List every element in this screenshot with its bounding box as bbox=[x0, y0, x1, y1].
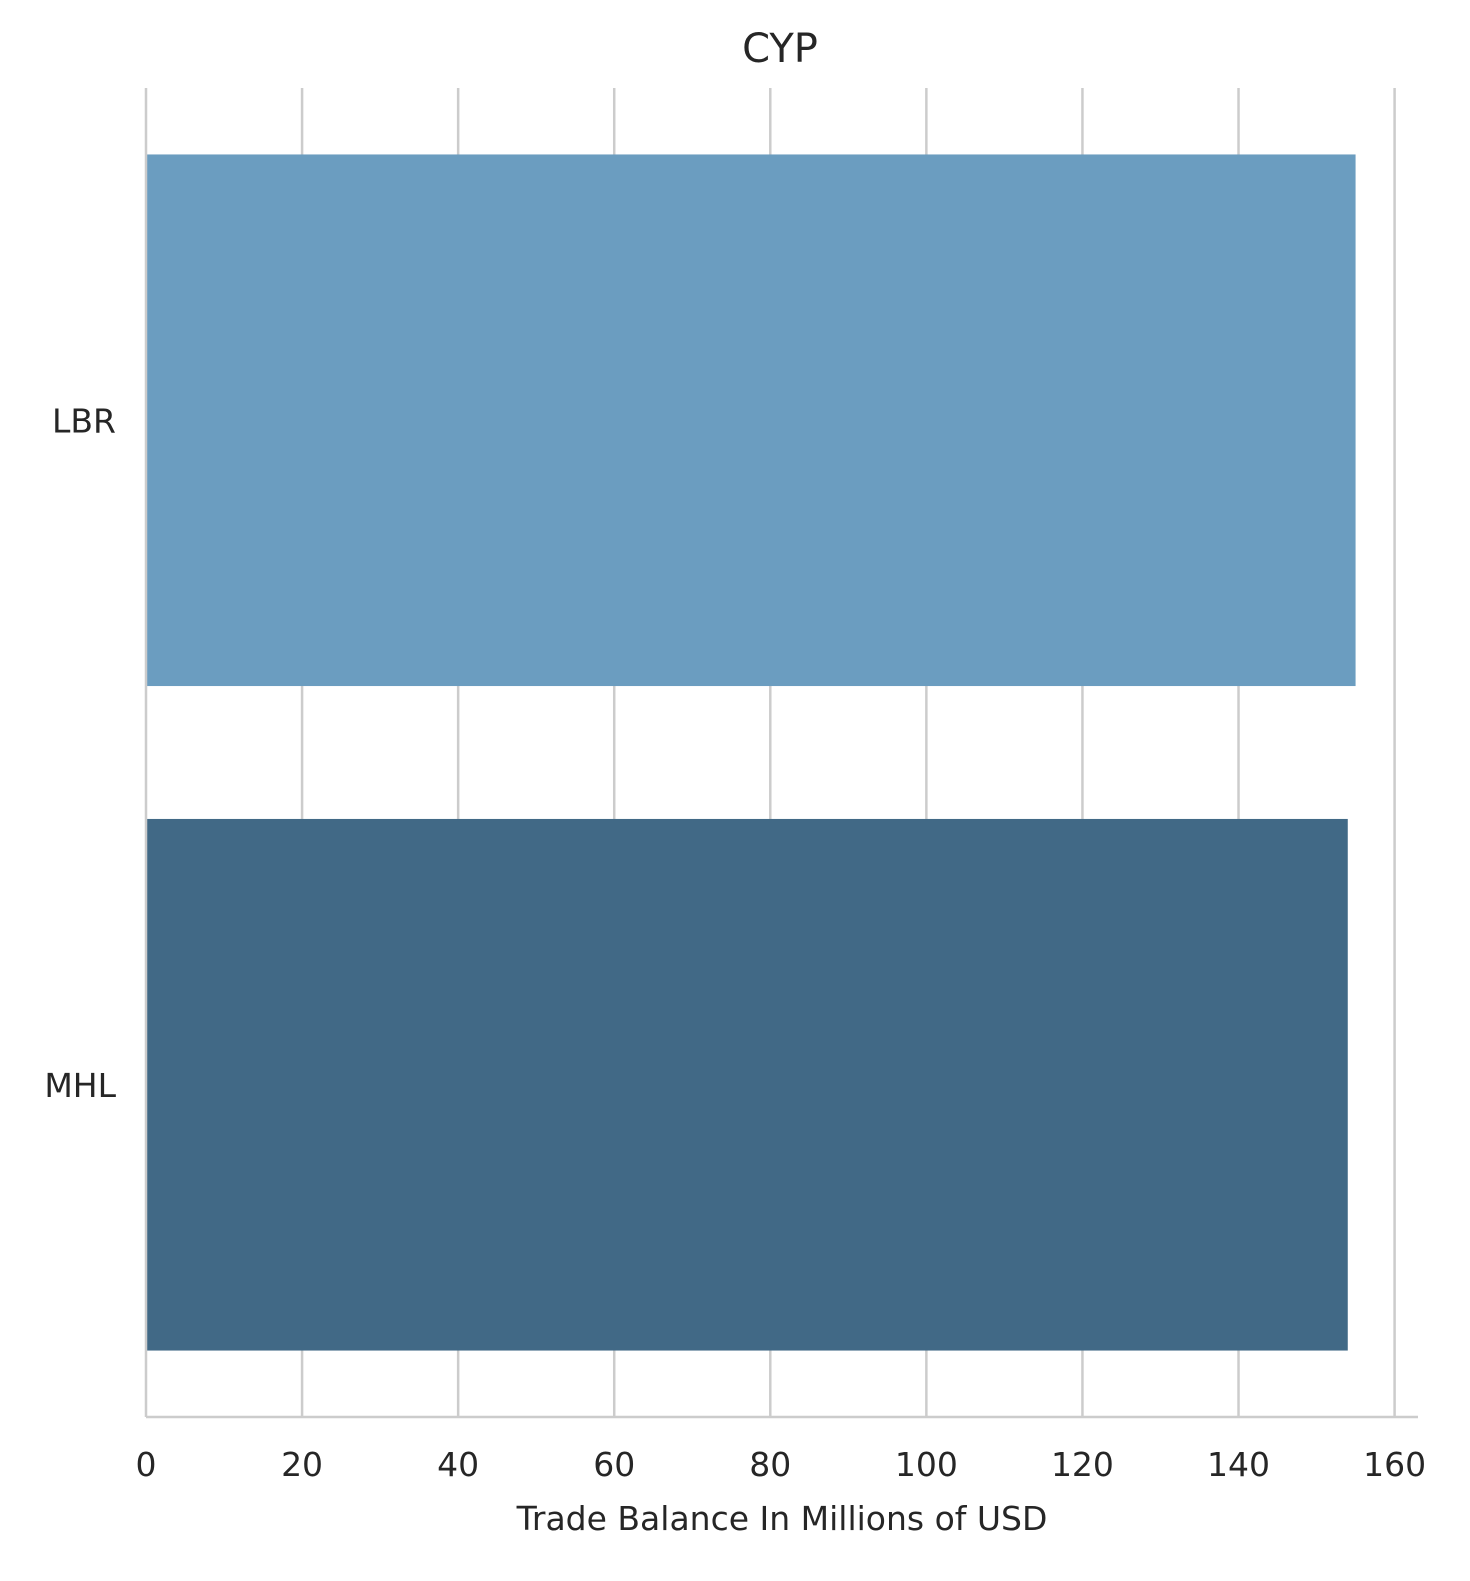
x-tick-label-60: 60 bbox=[593, 1445, 635, 1484]
x-tick-label-140: 140 bbox=[1207, 1445, 1270, 1484]
y-tick-label-mhl: MHL bbox=[44, 1066, 116, 1105]
x-tick-label-120: 120 bbox=[1051, 1445, 1114, 1484]
axis-spines bbox=[144, 88, 1418, 1419]
y-tick-label-lbr: LBR bbox=[52, 401, 116, 440]
bars bbox=[146, 154, 1356, 1351]
y-tick-labels: LBR MHL bbox=[44, 401, 116, 1105]
chart-title: CYP bbox=[742, 26, 818, 72]
x-tick-labels: 0 20 40 60 80 100 120 140 160 bbox=[136, 1445, 1427, 1484]
x-tick-label-40: 40 bbox=[437, 1445, 479, 1484]
x-tick-label-100: 100 bbox=[895, 1445, 958, 1484]
x-tick-label-20: 20 bbox=[281, 1445, 323, 1484]
bar-mhl bbox=[146, 818, 1348, 1351]
x-tick-label-80: 80 bbox=[749, 1445, 791, 1484]
x-tick-label-0: 0 bbox=[136, 1445, 157, 1484]
x-axis-label: Trade Balance In Millions of USD bbox=[516, 1499, 1048, 1538]
bar-lbr bbox=[146, 154, 1356, 687]
x-tick-label-160: 160 bbox=[1363, 1445, 1426, 1484]
